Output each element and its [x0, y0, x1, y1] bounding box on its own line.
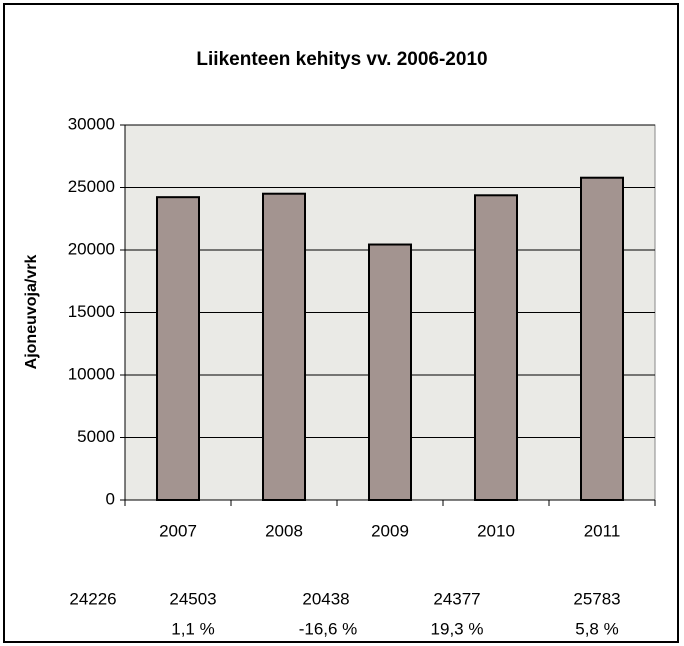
x-tick-label: 2010	[477, 521, 515, 540]
change-label: -16,6 %	[299, 619, 358, 638]
y-tick-label: 5000	[77, 427, 115, 446]
y-tick-label: 15000	[68, 302, 115, 321]
value-label: 24226	[69, 589, 116, 608]
y-axis-label: Ajoneuvoja/vrk	[23, 255, 40, 370]
bar	[368, 243, 412, 501]
x-tick-label: 2009	[371, 521, 409, 540]
y-tick-label: 20000	[68, 239, 115, 258]
y-tick-label: 25000	[68, 177, 115, 196]
bar	[262, 192, 306, 501]
x-tick-label: 2007	[159, 521, 197, 540]
y-tick-label: 10000	[68, 364, 115, 383]
y-tick-label: 0	[106, 489, 115, 508]
x-tick-label: 2008	[265, 521, 303, 540]
y-tick-label: 30000	[68, 114, 115, 133]
value-label: 20438	[302, 589, 349, 608]
value-label: 24377	[433, 589, 480, 608]
change-label: 5,8 %	[575, 619, 618, 638]
bar	[156, 196, 200, 502]
bar	[580, 176, 624, 501]
value-label: 25783	[573, 589, 620, 608]
bar	[474, 194, 518, 501]
chart-title: Liikenteen kehitys vv. 2006-2010	[196, 49, 487, 70]
change-label: 1,1 %	[171, 619, 214, 638]
x-tick-label: 2011	[584, 521, 621, 540]
value-label: 24503	[169, 589, 216, 608]
change-label: 19,3 %	[431, 619, 484, 638]
